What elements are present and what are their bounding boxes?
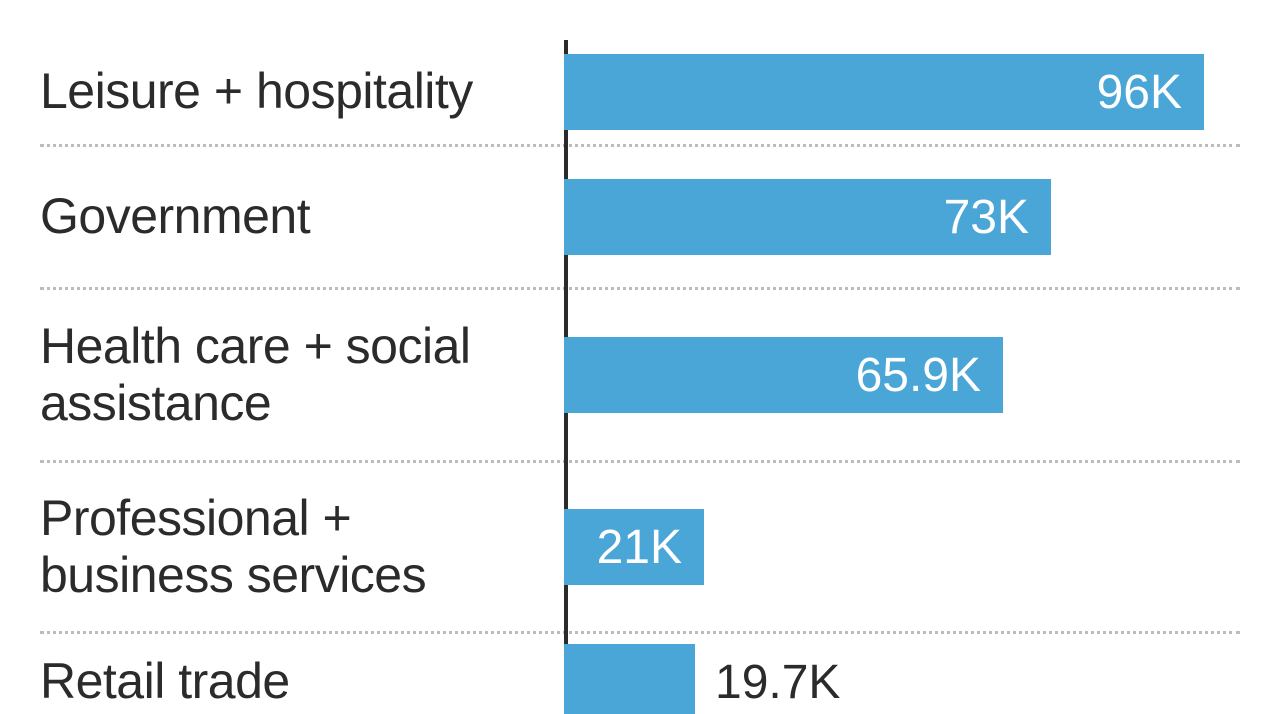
category-label: Leisure + hospitality — [40, 63, 564, 121]
bar-cell: 21K — [564, 463, 1240, 631]
bar — [564, 644, 695, 714]
bar: 21K — [564, 509, 704, 585]
chart-row: Leisure + hospitality 96K — [40, 40, 1240, 144]
bar-value-label: 65.9K — [856, 348, 981, 403]
jobs-by-sector-bar-chart: Leisure + hospitality 96K Government 73K Hea… — [0, 0, 1280, 714]
bar-cell: 73K — [564, 147, 1240, 287]
bar-cell: 19.7K — [564, 634, 1240, 714]
bar-value-label: 21K — [597, 520, 682, 575]
chart-row: Professional + business services 21K — [40, 463, 1240, 631]
bar-value-label: 73K — [944, 190, 1029, 245]
bar-value-label: 96K — [1097, 65, 1182, 120]
chart-row: Retail trade 19.7K — [40, 634, 1240, 714]
bar-cell: 65.9K — [564, 290, 1240, 460]
chart-row: Health care + social assistance 65.9K — [40, 290, 1240, 460]
bar: 65.9K — [564, 337, 1003, 413]
chart-row: Government 73K — [40, 147, 1240, 287]
bar: 73K — [564, 179, 1051, 255]
category-label: Professional + business services — [40, 490, 564, 605]
bar-cell: 96K — [564, 40, 1240, 144]
bar: 96K — [564, 54, 1204, 130]
category-label: Retail trade — [40, 653, 564, 711]
category-label: Health care + social assistance — [40, 318, 564, 433]
bar-value-label: 19.7K — [715, 655, 840, 710]
category-label: Government — [40, 188, 564, 246]
